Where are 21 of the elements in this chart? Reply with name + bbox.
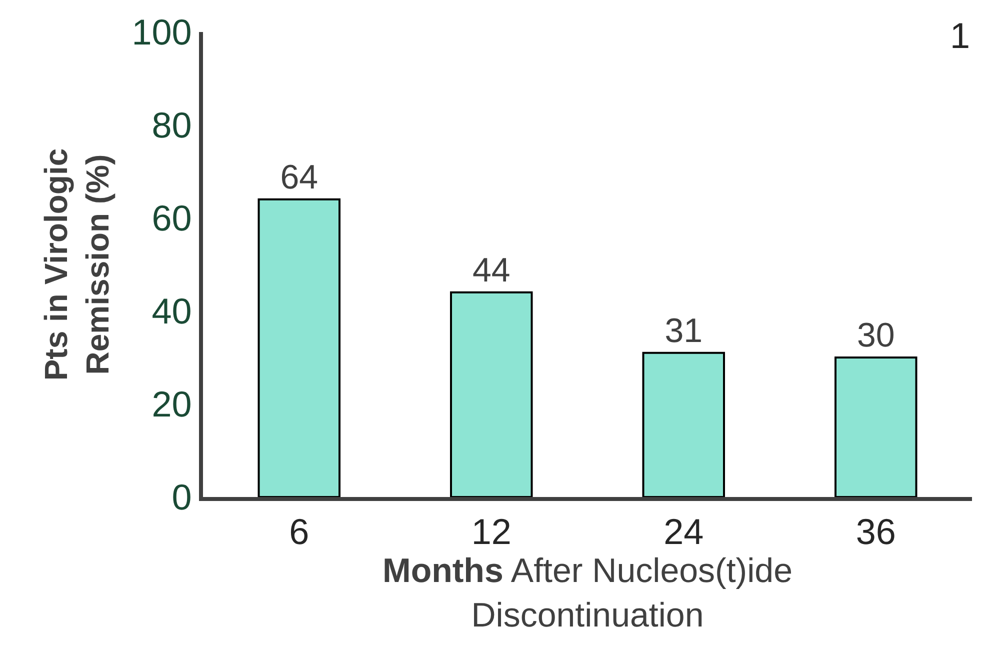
annotation: 1 <box>950 15 970 56</box>
x-tick-label: 36 <box>856 511 896 552</box>
y-tick-label: 40 <box>152 290 192 332</box>
data-label: 30 <box>856 316 895 354</box>
bar <box>258 198 340 497</box>
data-label: 31 <box>664 312 703 350</box>
y-tick-label: 100 <box>132 12 192 53</box>
y-axis-title: Pts in Virologic Remission (%) <box>38 148 116 381</box>
y-tick-label: 0 <box>172 476 192 518</box>
data-label: 64 <box>280 158 318 196</box>
x-axis-title: Months After Nucleos(t)ide Discontinuation <box>382 552 792 634</box>
data-label: 44 <box>472 251 510 290</box>
y-tick-label: 20 <box>152 384 192 425</box>
bar <box>450 291 533 497</box>
bar <box>834 356 918 497</box>
bar <box>642 352 725 497</box>
x-tick-label: 12 <box>471 511 512 552</box>
x-tick-label: 24 <box>664 511 704 552</box>
y-tick-label: 80 <box>152 104 192 146</box>
x-tick-label: 6 <box>289 511 310 552</box>
y-tick-label: 60 <box>152 198 192 239</box>
